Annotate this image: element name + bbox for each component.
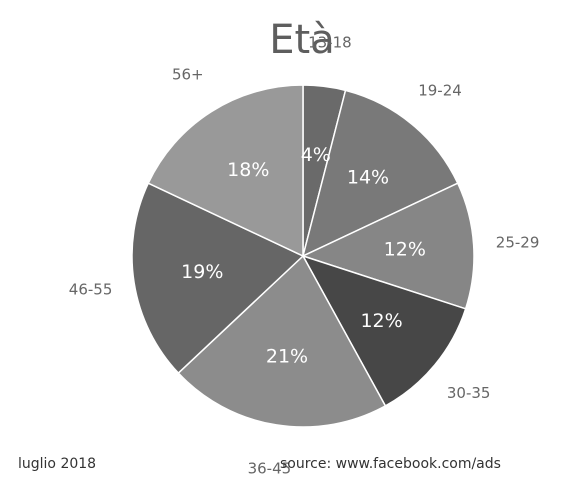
pie-slice-56+ [147, 84, 304, 258]
pie-slice-25-29 [300, 182, 475, 310]
pie-slice-36-45 [177, 254, 387, 428]
slice-category-label: 36-45 [248, 459, 292, 477]
slice-category-label: 30-35 [447, 384, 491, 402]
slice-value-label: 12% [384, 239, 426, 261]
pie-slice-46-55 [131, 182, 305, 375]
slice-value-label: 19% [181, 261, 223, 283]
slice-value-label: 14% [347, 166, 389, 188]
slice-value-label: 21% [266, 346, 308, 368]
slice-value-label: 18% [227, 159, 269, 181]
slice-category-label: 56+ [172, 66, 204, 84]
date-label: luglio 2018 [18, 456, 97, 472]
slice-category-label: 46-55 [69, 281, 113, 299]
slice-category-label: 25-29 [496, 234, 540, 252]
slice-category-labels: 13-18 19-24 25-29 30-35 36-45 46-55 56+ [69, 34, 540, 478]
slice-value-labels: 4% 14% 12% 12% 21% 19% 18% [181, 144, 426, 368]
chart-title: Età [269, 17, 334, 63]
pie-slice-30-35 [301, 254, 467, 407]
source-label: source: www.facebook.com/ads [280, 456, 501, 472]
slice-category-label: 13-18 [308, 34, 352, 52]
slice-category-label: 19-24 [418, 81, 462, 99]
pie-slice-19-24 [301, 89, 459, 258]
slice-value-label: 12% [360, 310, 402, 332]
slice-value-label: 4% [301, 144, 331, 166]
pie-slices [131, 84, 475, 428]
